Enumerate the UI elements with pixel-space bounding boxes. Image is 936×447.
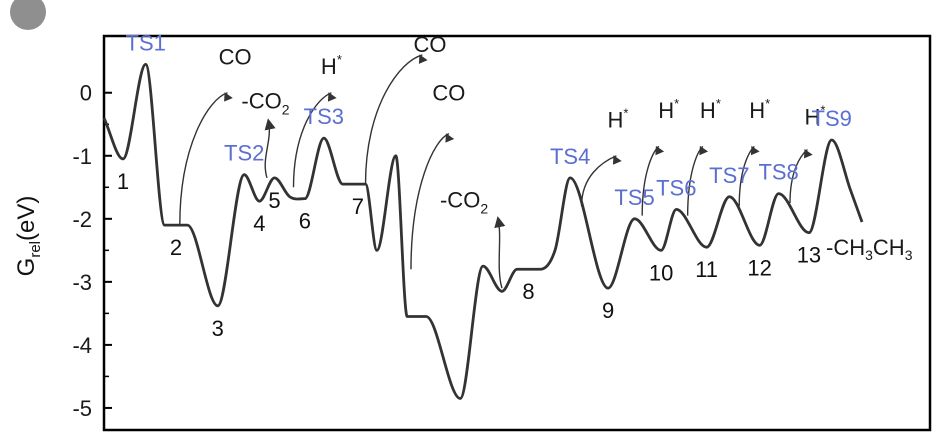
annotation-label: CO [219,44,252,69]
annotation-arrowhead [418,54,428,64]
state-label: 9 [602,298,614,323]
y-axis-title-sub: rel [27,241,44,258]
annotation-arrow [580,155,617,207]
state-label: 12 [747,255,771,280]
state-label: 11 [695,257,718,282]
annotation-label: H* [321,52,342,79]
annotation-label: CO [413,32,446,57]
state-label: 10 [649,260,673,285]
annotation-arrowhead [655,145,665,156]
annotation-arrow [292,92,332,188]
product-label-part2: CH [873,235,905,260]
y-axis-title: Grel(eV) [13,196,44,277]
ts-label: TS1 [126,30,166,55]
state-label: 5 [268,188,280,213]
ts-label: TS8 [758,160,798,185]
annotation-arrow [364,54,423,185]
state-label: 4 [253,211,265,236]
ts-label: TS4 [550,144,590,169]
annotation-label: H* [700,96,721,123]
annotation-label: -CO2 [440,187,488,216]
state-label: 7 [352,194,364,219]
product-label: -CH3CH3 [826,235,913,263]
y-axis-title-main: G [13,258,40,277]
ts-label: TS9 [812,106,852,131]
annotation-label: H* [658,96,679,123]
ts-label: TS7 [709,163,749,188]
state-label: 8 [522,279,534,304]
y-tick-label: -4 [72,333,92,358]
product-label-sub2: 3 [905,247,913,263]
plot-frame [102,34,932,432]
annotation-label: H* [749,96,770,123]
ts-label: TS5 [614,185,654,210]
annotation-arrow [179,92,228,226]
annotation-arrowhead [445,133,455,143]
annotation-arrow [264,118,276,179]
y-tick-label: -5 [72,396,92,421]
y-tick-label: -2 [72,207,92,232]
annotation-arrowhead [699,145,709,156]
product-label-part1: -CH [826,235,865,260]
y-tick-label: -3 [72,270,92,295]
y-tick-label: -1 [72,144,92,169]
annotation-arrowhead [803,148,813,159]
ts-label: TS6 [656,175,696,200]
annotation-arrowhead [612,155,622,165]
annotation-arrowhead [327,92,337,102]
annotation-arrowhead [750,145,760,156]
annotation-arrow [410,133,450,270]
annotation-arrow [494,216,506,289]
product-label-sub1: 3 [865,247,873,263]
y-axis-title-unit: (eV) [13,196,40,241]
state-label: 1 [117,169,129,194]
energy-profile-line [102,62,864,400]
state-label: 2 [170,235,182,260]
annotation-label: CO [432,80,465,105]
state-label: 6 [299,209,311,234]
y-tick-label: 0 [80,81,92,106]
state-label: 13 [797,243,821,268]
y-axis: 0 -1 -2 -3 -4 -5 [72,81,112,421]
ts-label: TS2 [224,141,264,166]
annotation-arrowhead [224,92,233,102]
annotation-label: H* [607,105,628,132]
ts-label: TS3 [304,104,344,129]
annotation-label: H* [805,102,826,129]
panel-badge [10,0,46,30]
annotation-label: -CO2 [241,88,289,117]
state-label: 3 [212,316,224,341]
annotations: CO -CO2 H* CO CO -CO2 H* H* H* H* H* [179,32,826,289]
